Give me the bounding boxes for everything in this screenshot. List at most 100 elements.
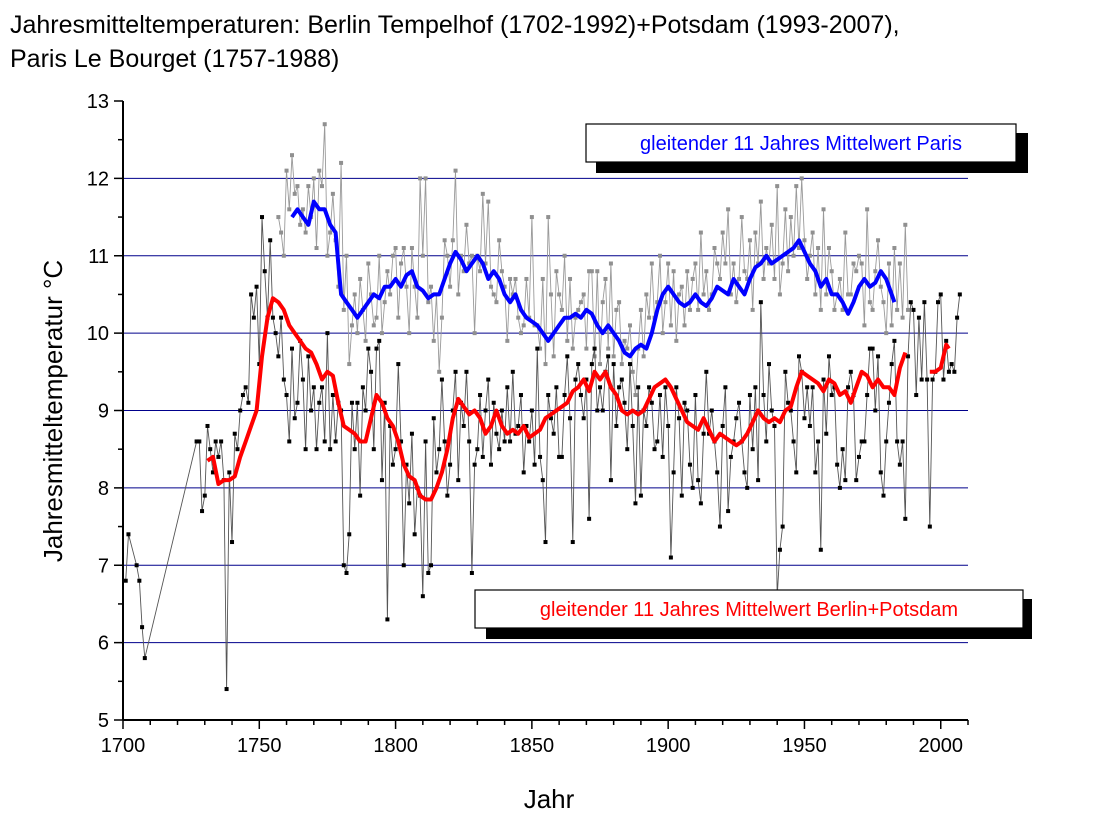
berlin-point: [657, 393, 662, 398]
paris-point: [848, 292, 853, 297]
paris-point: [595, 269, 600, 274]
berlin-point: [379, 478, 384, 483]
berlin-point: [445, 493, 450, 498]
berlin-point: [355, 400, 360, 405]
paris-point: [298, 222, 303, 227]
paris-point: [598, 362, 603, 367]
berlin-point: [140, 625, 145, 630]
berlin-point: [903, 516, 908, 521]
berlin-point: [608, 478, 613, 483]
berlin-point: [399, 439, 404, 444]
paris-point: [409, 246, 414, 251]
berlin-point: [347, 532, 352, 537]
paris-point: [584, 346, 589, 351]
paris-point: [284, 168, 289, 173]
berlin-point: [889, 362, 894, 367]
paris-point: [371, 323, 376, 328]
berlin-point: [439, 377, 444, 382]
berlin-moving-average-line: [206, 296, 908, 502]
paris-point: [442, 238, 447, 243]
berlin-point: [780, 524, 785, 529]
berlin-point: [246, 400, 251, 405]
paris-point: [358, 276, 363, 281]
berlin-point: [303, 447, 308, 452]
paris-point: [794, 184, 799, 189]
berlin-point: [737, 400, 742, 405]
paris-point: [328, 230, 333, 235]
berlin-point: [328, 447, 333, 452]
berlin-point: [551, 431, 556, 436]
berlin-point: [290, 346, 294, 351]
paris-point: [606, 346, 611, 351]
paris-point: [377, 253, 382, 258]
paris-point: [777, 292, 782, 297]
berlin-point: [249, 292, 254, 297]
berlin-point: [592, 346, 597, 351]
berlin-point: [813, 470, 818, 475]
berlin-point: [701, 431, 706, 436]
berlin-point: [750, 447, 755, 452]
paris-point: [347, 362, 352, 367]
paris-point: [742, 269, 747, 274]
legend-paris: gleitender 11 Jahres Mittelwert Paris: [585, 123, 1028, 173]
paris-point: [731, 261, 736, 266]
berlin-point: [788, 408, 793, 413]
berlin-point: [677, 416, 682, 421]
paris-point: [287, 207, 292, 212]
paris-point: [559, 307, 564, 312]
paris-point: [674, 338, 679, 343]
paris-point: [704, 269, 709, 274]
berlin-point: [578, 393, 583, 398]
paris-point: [418, 176, 423, 181]
paris-point: [510, 292, 515, 297]
berlin-point: [543, 540, 548, 545]
paris-point: [772, 276, 777, 281]
berlin-point: [633, 501, 638, 506]
berlin-point: [745, 485, 750, 490]
paris-point: [753, 230, 758, 235]
berlin-point: [859, 439, 864, 444]
berlin-point: [230, 540, 235, 545]
berlin-point: [499, 408, 504, 413]
paris-point: [846, 292, 851, 297]
paris-point: [439, 315, 444, 320]
paris-point: [895, 307, 900, 312]
paris-point: [445, 253, 450, 258]
berlin-point: [137, 578, 142, 583]
berlin-point: [437, 447, 442, 452]
grid-lines: [123, 177, 968, 644]
paris-point: [404, 284, 409, 289]
paris-point: [486, 199, 491, 204]
paris-point: [407, 331, 412, 336]
paris-point: [505, 338, 510, 343]
berlin-point: [696, 478, 701, 483]
berlin-point: [848, 369, 853, 374]
berlin-point: [518, 393, 523, 398]
berlin-point: [243, 385, 248, 390]
x-tick-label-1850: 1850: [510, 735, 555, 757]
berlin-point: [919, 377, 924, 382]
berlin-point: [914, 393, 919, 398]
berlin-point: [292, 416, 297, 421]
berlin-point: [666, 423, 671, 428]
berlin-point: [742, 470, 747, 475]
legend-berlin-label: gleitender 11 Jahres Mittelwert Berlin+P…: [540, 599, 958, 621]
berlin-point: [679, 493, 684, 498]
paris-point: [543, 362, 548, 367]
paris-point: [467, 261, 472, 266]
paris-point: [903, 222, 908, 227]
paris-point: [396, 315, 401, 320]
berlin-point: [900, 439, 905, 444]
berlin-point: [524, 423, 529, 428]
berlin-point: [483, 408, 488, 413]
berlin-moving-average-line-tail: [929, 342, 951, 374]
berlin-point: [393, 447, 398, 452]
berlin-point: [208, 447, 213, 452]
berlin-point: [254, 284, 259, 289]
berlin-point: [505, 385, 510, 390]
paris-point: [745, 276, 750, 281]
berlin-point: [944, 338, 949, 343]
paris-point: [707, 307, 712, 312]
berlin-point: [611, 362, 616, 367]
